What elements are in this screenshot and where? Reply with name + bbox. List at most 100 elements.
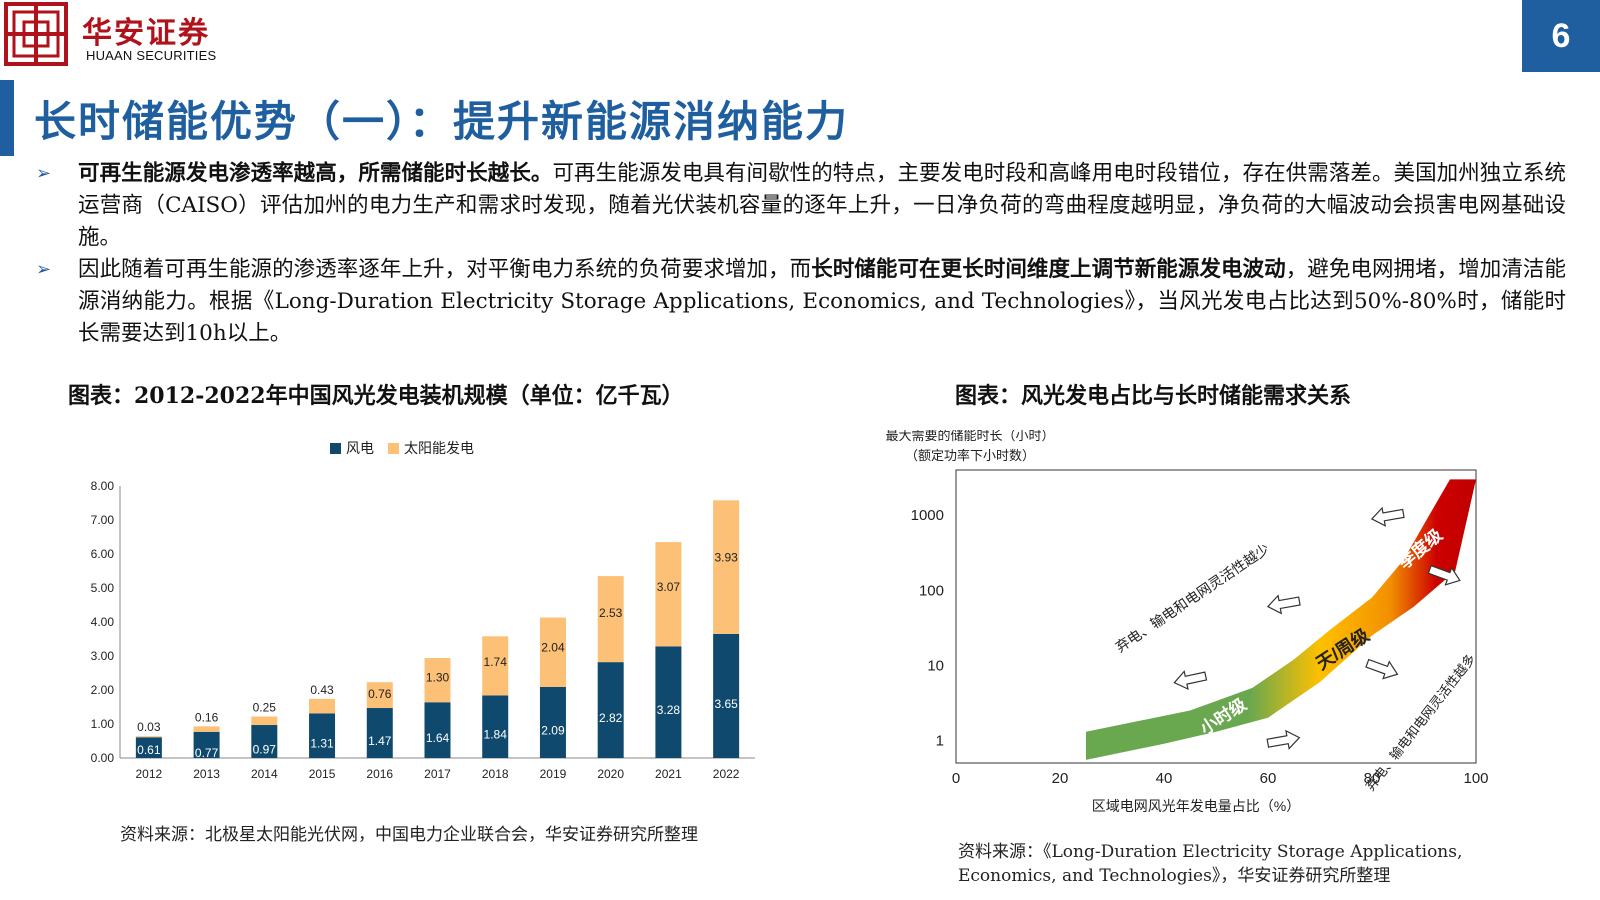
y-tick-label: 0.00 xyxy=(91,751,115,765)
data-label: 3.28 xyxy=(657,703,681,717)
x-tick-label: 80 xyxy=(1364,770,1381,787)
data-label: 0.61 xyxy=(137,743,161,757)
title-accent-bar xyxy=(0,80,14,156)
x-tick-label: 2019 xyxy=(540,767,567,781)
left-chart-caption: 图表：2012-2022年中国风光发电装机规模（单位：亿千瓦） xyxy=(68,383,684,409)
bar-segment xyxy=(424,658,451,703)
hollow-arrow-shape xyxy=(1173,670,1208,691)
y-tick-label: 10 xyxy=(927,657,944,674)
bar-segment xyxy=(309,698,336,714)
data-label: 2.04 xyxy=(541,641,565,655)
legend-swatch xyxy=(330,443,341,454)
data-label: 1.30 xyxy=(426,671,450,685)
data-label: 3.07 xyxy=(657,580,681,594)
hollow-arrow-icon xyxy=(1365,658,1399,680)
data-label: 1.64 xyxy=(426,731,450,745)
data-label: 0.43 xyxy=(310,683,334,697)
hollow-arrow-icon xyxy=(1173,670,1208,691)
y-tick-label: 1 xyxy=(936,732,944,749)
bullet-text: 因此随着可再生能源的渗透率逐年上升，对平衡电力系统的负荷要求增加，而长时储能可在… xyxy=(78,254,1566,350)
bar-segment xyxy=(251,725,278,758)
data-label: 3.65 xyxy=(714,697,738,711)
y-tick-label: 100 xyxy=(919,582,944,599)
hollow-arrow-shape xyxy=(1370,506,1405,527)
y-tick-label: 6.00 xyxy=(91,547,115,561)
data-label: 2.53 xyxy=(599,606,623,620)
right-chart-caption: 图表：风光发电占比与长时储能需求关系 xyxy=(955,383,1352,409)
right-chart-source-line: 资料来源：《Long-Duration Electricity Storage … xyxy=(958,842,1463,862)
bar-segment xyxy=(539,686,566,758)
bar-segment xyxy=(597,576,624,663)
data-label: 3.93 xyxy=(714,550,738,564)
hollow-arrow-icon xyxy=(1427,564,1461,586)
bullet-lead-text: 因此随着可再生能源的渗透率逐年上升，对平衡电力系统的负荷要求增加，而 xyxy=(78,257,812,282)
x-tick-label: 2022 xyxy=(713,767,740,781)
data-label: 0.16 xyxy=(195,710,219,724)
bullet-body-text: ，避免电网拥堵，增加清洁能源消纳能力。根据《Long-Duration Elec… xyxy=(78,257,1566,346)
bullet-body-text: 可再生能源发电具有间歇性的特点，主要发电时段和高峰用电时段错位，存在供需落差。美… xyxy=(78,161,1566,250)
bar-segment xyxy=(482,695,509,758)
data-label: 0.97 xyxy=(253,743,277,757)
data-label: 0.25 xyxy=(253,701,277,715)
bar-segment xyxy=(424,702,451,758)
x-tick-label: 2017 xyxy=(424,767,451,781)
y-tick-label: 1.00 xyxy=(91,717,115,731)
x-tick-label: 2020 xyxy=(597,767,624,781)
bullet-point: ➢ 可再生能源发电渗透率越高，所需储能时长越长。可再生能源发电具有间歇性的特点，… xyxy=(36,158,1566,254)
bar-segment xyxy=(713,633,740,758)
bar-segment xyxy=(713,500,740,634)
legend-label: 太阳能发电 xyxy=(404,440,474,456)
hollow-arrow-shape xyxy=(1427,564,1461,586)
x-tick-label: 0 xyxy=(952,770,960,787)
storage-duration-chart: 最大需要的储能时长（小时） （额定功率下小时数） 1 10 100 1000 0 20 40 60… xyxy=(885,430,1488,814)
legend-label: 风电 xyxy=(346,440,374,456)
y-tick-label: 5.00 xyxy=(91,581,115,595)
company-logo-english: HUAAN SECURITIES xyxy=(86,48,217,63)
bar-segment xyxy=(135,737,162,758)
bullet-arrow-icon: ➢ xyxy=(36,259,52,280)
y-tick-label: 2.00 xyxy=(91,683,115,697)
right-chart-source-line: Economics, and Technologies》，华安证券研究所整理 xyxy=(958,866,1391,886)
bar-segment xyxy=(366,682,393,709)
hollow-arrow-shape xyxy=(1266,594,1301,615)
storage-duration-band xyxy=(1086,479,1476,760)
y-axis-title: 最大需要的储能时长（小时） xyxy=(885,430,1054,443)
installed-capacity-bar-chart: 0.00 1.00 2.00 3.00 4.00 5.00 6.00 7.00 8.00 风电 太阳… xyxy=(91,440,755,781)
bar-segment xyxy=(655,646,682,758)
bar-segment xyxy=(655,542,682,647)
x-tick-label: 2013 xyxy=(193,767,220,781)
x-axis-title: 区域电网风光年发电量占比（%） xyxy=(1092,798,1300,814)
data-label: 1.74 xyxy=(484,655,508,669)
y-tick-label: 7.00 xyxy=(91,513,115,527)
bullet-text: 可再生能源发电渗透率越高，所需储能时长越长。可再生能源发电具有间歇性的特点，主要… xyxy=(78,158,1566,254)
bar-segment xyxy=(309,713,336,758)
x-tick-label: 2018 xyxy=(482,767,509,781)
data-label: 2.09 xyxy=(541,723,565,737)
bullet-point: ➢ 因此随着可再生能源的渗透率逐年上升，对平衡电力系统的负荷要求增加，而长时储能… xyxy=(36,254,1566,350)
right-chart-source: 资料来源：《Long-Duration Electricity Storage … xyxy=(958,840,1558,888)
company-logo-mark xyxy=(4,2,68,66)
data-label: 0.03 xyxy=(137,720,161,734)
bullet-bold-text: 长时储能可在更长时间维度上调节新能源发电波动 xyxy=(811,257,1286,282)
hollow-arrow-shape xyxy=(1266,729,1301,750)
y-tick-label: 3.00 xyxy=(91,649,115,663)
bullet-arrow-icon: ➢ xyxy=(36,163,52,184)
bar-segment xyxy=(193,731,220,758)
hollow-arrow-shape xyxy=(1365,658,1399,680)
data-label: 2.82 xyxy=(599,711,623,725)
bar-segment xyxy=(193,726,220,732)
data-label: 1.47 xyxy=(368,734,392,748)
y-tick-label: 4.00 xyxy=(91,615,115,629)
bullet-bold-text: 可再生能源发电渗透率越高，所需储能时长越长。 xyxy=(78,161,553,186)
bar-segment xyxy=(482,636,509,696)
y-tick-label: 1000 xyxy=(911,507,944,524)
data-label: 1.84 xyxy=(484,728,508,742)
x-tick-label: 20 xyxy=(1052,770,1069,787)
plot-frame xyxy=(955,469,1477,764)
x-tick-label: 60 xyxy=(1260,770,1277,787)
page-title: 长时储能优势（一）：提升新能源消纳能力 xyxy=(34,97,850,146)
y-axis-title: （额定功率下小时数） xyxy=(905,448,1035,463)
x-tick-label: 2015 xyxy=(309,767,336,781)
bar-segment xyxy=(251,716,278,726)
hollow-arrow-icon xyxy=(1370,506,1405,527)
